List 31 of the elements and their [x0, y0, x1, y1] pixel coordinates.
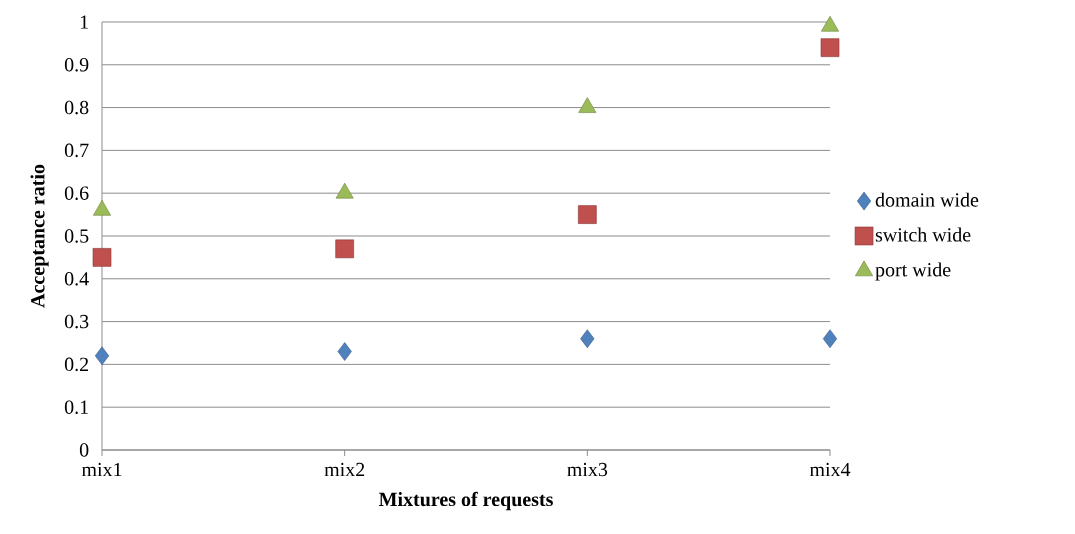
point — [94, 346, 110, 366]
point — [92, 248, 112, 267]
x-tick-label: mix1 — [81, 462, 122, 477]
legend-label: port wide — [875, 262, 951, 281]
y-tick-label: 0.9 — [64, 58, 89, 72]
point — [578, 97, 597, 113]
point — [580, 329, 595, 349]
point — [578, 205, 597, 224]
point — [335, 239, 354, 259]
x-tick-label: mix2 — [324, 462, 365, 477]
x-axis-title: Mixtures of requests — [378, 491, 553, 511]
x-tick-label: mix4 — [809, 462, 851, 477]
x-tick-label: mix3 — [567, 462, 608, 477]
point — [821, 15, 839, 32]
y-tick-label: 0.1 — [64, 400, 88, 414]
legend-label: switch wide — [875, 227, 971, 242]
y-tick-label: 0.7 — [64, 143, 89, 158]
y-tick-label: 0.3 — [64, 314, 89, 329]
y-tick-label: 0.4 — [64, 272, 89, 286]
point — [822, 329, 838, 349]
y-tick-label: 0.5 — [64, 229, 89, 243]
legend-label: domain wide — [875, 192, 979, 207]
y-axis-title: Acceptance ratio — [30, 164, 49, 308]
y-tick-label: 0.2 — [64, 357, 89, 372]
point — [337, 342, 352, 361]
point — [335, 182, 354, 199]
y-tick-label: 0.8 — [64, 100, 89, 115]
y-tick-label: 0 — [79, 443, 89, 457]
point — [93, 200, 111, 216]
y-tick-label: 0.6 — [64, 186, 89, 200]
y-tick-label: 1 — [80, 15, 88, 29]
